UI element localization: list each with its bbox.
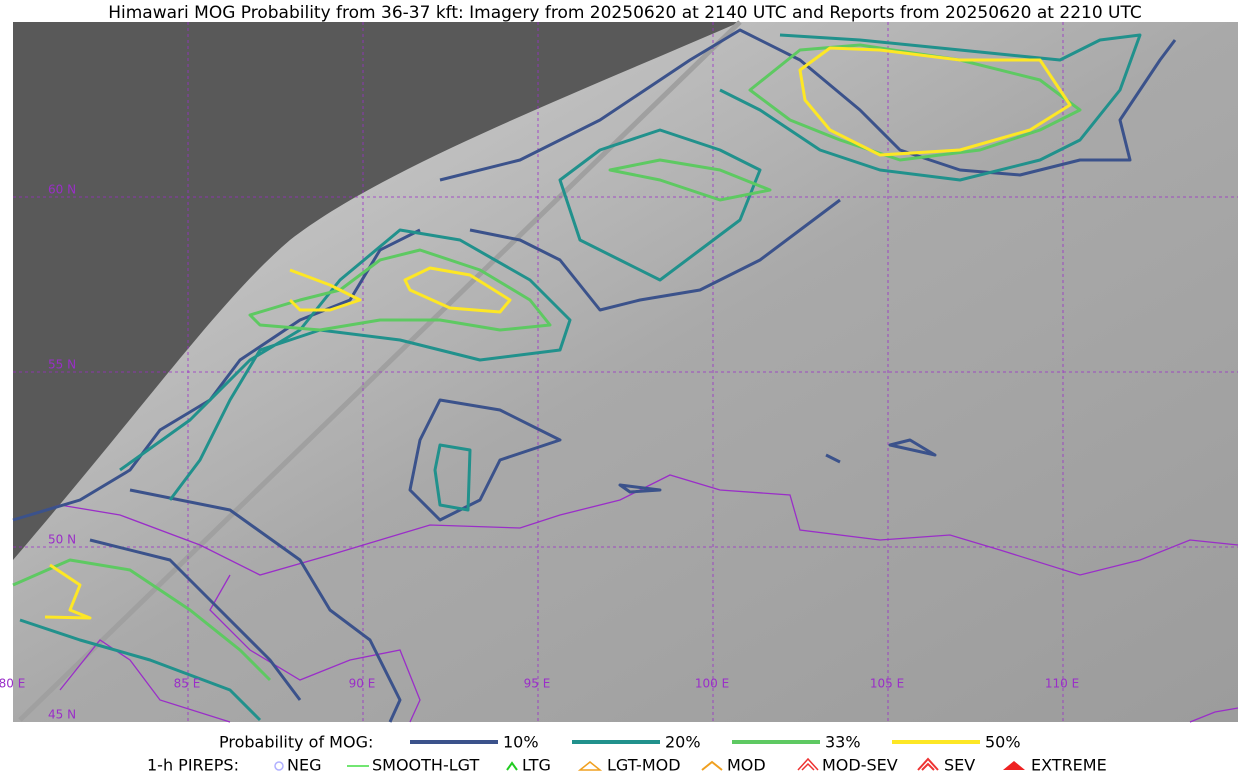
pirep-icon [917, 757, 939, 771]
lat-label: 45 N [48, 708, 76, 722]
legend-label: MOD [727, 756, 766, 775]
legend-label: SEV [944, 756, 975, 775]
lon-label: 95 E [524, 677, 551, 691]
lon-label: 85 E [174, 677, 201, 691]
legend-label: SMOOTH-LGT [372, 756, 479, 775]
pirep-icon [577, 761, 603, 771]
lon-label: 100 E [695, 677, 729, 691]
pirep-icon [701, 760, 723, 771]
lon-label: 110 E [1045, 677, 1079, 691]
grid [13, 22, 1238, 722]
lat-label: 60 N [48, 183, 76, 197]
lon-label: 90 E [349, 677, 376, 691]
legend-label: 33% [825, 733, 861, 752]
lon-label: 105 E [870, 677, 904, 691]
pirep-icon [506, 761, 518, 771]
legend-label: 10% [503, 733, 539, 752]
lon-label: 80 E [0, 677, 25, 691]
map: 60 N 55 N 50 N 45 N 80 E 85 E 90 E 95 E … [0, 20, 1239, 723]
legend-label: LTG [522, 756, 551, 775]
pirep-icon [1003, 761, 1025, 770]
legend-label: MOD-SEV [822, 756, 898, 775]
contours [12, 28, 1177, 723]
legend-label: 20% [665, 733, 701, 752]
pirep-icon [797, 757, 819, 771]
orbit-line [18, 20, 742, 722]
legend-label: NEG [287, 756, 321, 775]
legend: Probability of MOG: 10% 20% 33% 50% 1-h … [147, 733, 1107, 775]
title: Himawari MOG Probability from 36-37 kft:… [108, 3, 1142, 23]
map-labels: 60 N 55 N 50 N 45 N 80 E 85 E 90 E 95 E … [0, 183, 1079, 722]
space [13, 22, 740, 560]
lat-label: 55 N [48, 358, 76, 372]
legend-label: LGT-MOD [607, 756, 681, 775]
pirep-icon [274, 761, 284, 771]
legend-label: EXTREME [1031, 756, 1107, 775]
legend-title: 1-h PIREPS: [147, 756, 239, 775]
lat-label: 50 N [48, 533, 76, 547]
legend-label: 50% [985, 733, 1021, 752]
legend-title: Probability of MOG: [219, 733, 373, 752]
